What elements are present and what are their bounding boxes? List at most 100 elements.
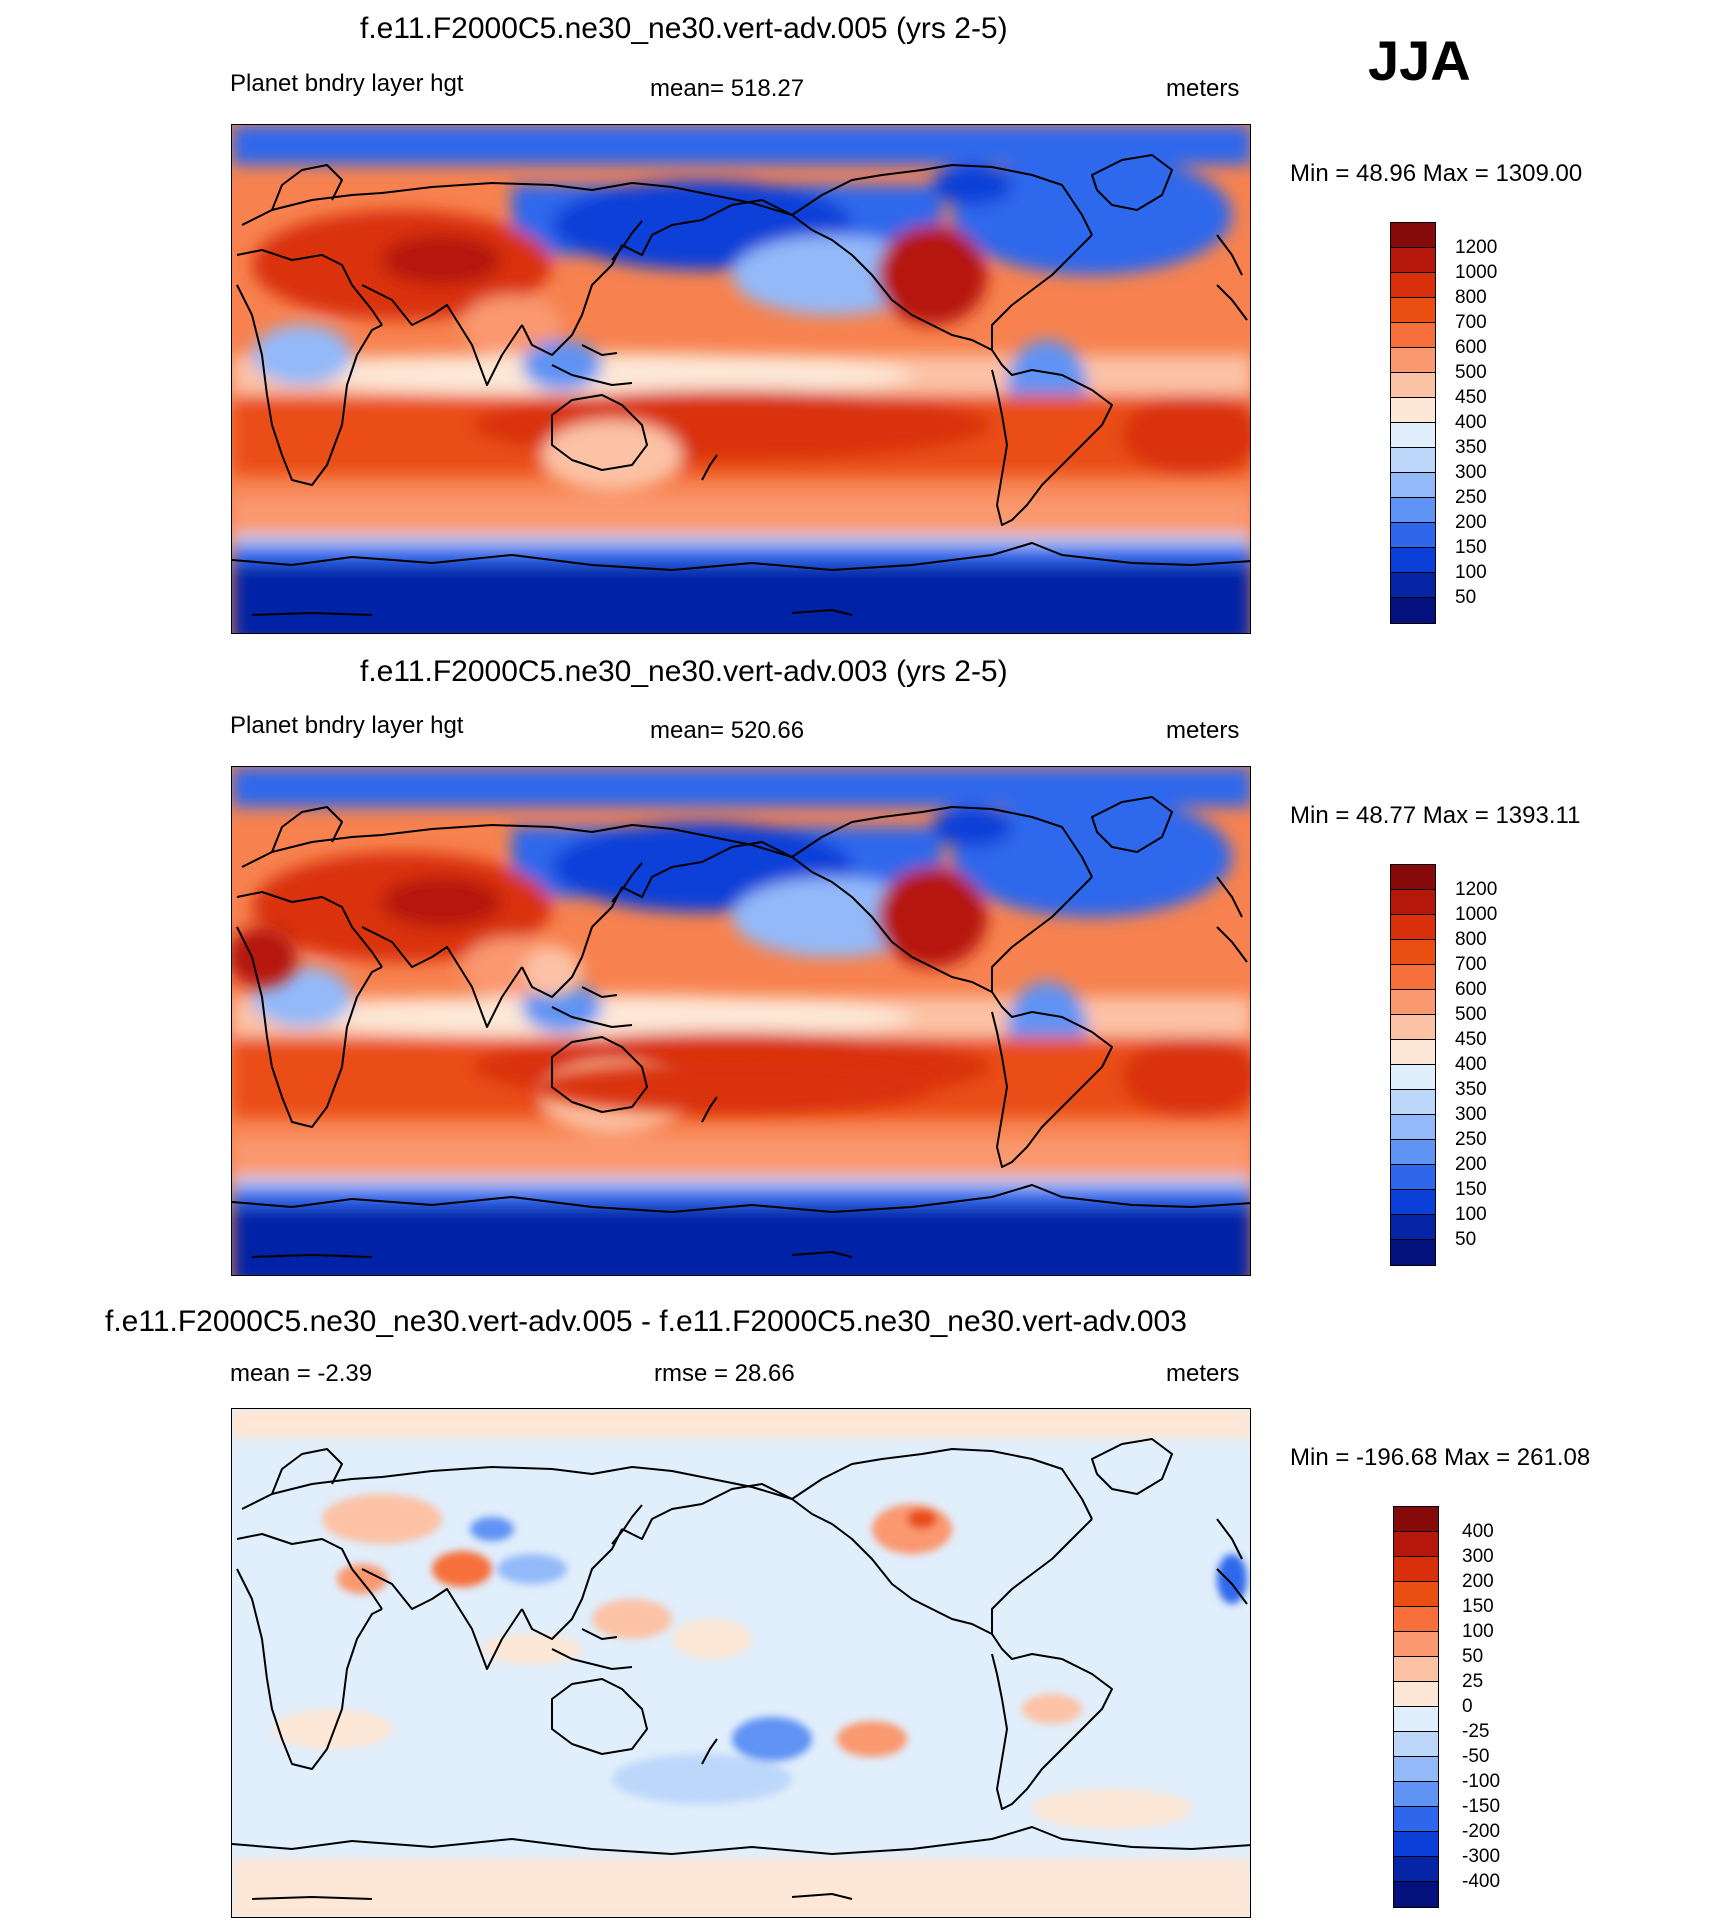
colorbar-segment — [1391, 865, 1435, 890]
colorbar-segment — [1394, 1807, 1438, 1832]
colorbar-tick-label: 0 — [1462, 1696, 1473, 1717]
colorbar-tick-label: -400 — [1462, 1871, 1501, 1892]
colorbar-segment — [1391, 348, 1435, 373]
colorbar-segment — [1391, 223, 1435, 248]
colorbar-segment — [1391, 373, 1435, 398]
panel-3-title: f.e11.F2000C5.ne30_ne30.vert-adv.005 - f… — [105, 1305, 1187, 1338]
colorbar-segment — [1394, 1782, 1438, 1807]
panel-1-mean-label: mean= 518.27 — [650, 75, 805, 102]
colorbar-segment — [1394, 1682, 1438, 1707]
colorbar-tick-label: 200 — [1462, 1571, 1494, 1592]
colorbar-tick-label: 400 — [1455, 412, 1487, 433]
panel-3-map-svg — [232, 1409, 1250, 1918]
colorbar-tick-label: -300 — [1462, 1846, 1501, 1867]
colorbar-tick-label: -25 — [1462, 1721, 1490, 1742]
colorbar-tick-label: 600 — [1455, 979, 1487, 1000]
colorbar-tick-label: 400 — [1462, 1521, 1494, 1542]
colorbar-tick-label: 200 — [1455, 1154, 1487, 1175]
colorbar-tick-label: -50 — [1462, 1746, 1490, 1767]
colorbar-tick-label: 700 — [1455, 312, 1487, 333]
colorbar-segment — [1394, 1707, 1438, 1732]
colorbar-tick-label: 1000 — [1455, 262, 1498, 283]
panel-1-title: f.e11.F2000C5.ne30_ne30.vert-adv.005 (yr… — [360, 12, 1008, 45]
colorbar-tick-label: -200 — [1462, 1821, 1501, 1842]
colorbar-segment — [1394, 1657, 1438, 1682]
colorbar-tick-label: 500 — [1455, 362, 1487, 383]
colorbar-tick-label: 800 — [1455, 287, 1487, 308]
panel-2-minmax: Min = 48.77 Max = 1393.11 — [1290, 802, 1581, 829]
colorbar-segment — [1394, 1582, 1438, 1607]
colorbar-tick-label: 300 — [1455, 462, 1487, 483]
colorbar-segment — [1391, 248, 1435, 273]
panel-2-title: f.e11.F2000C5.ne30_ne30.vert-adv.003 (yr… — [360, 655, 1008, 688]
panel-2-map — [231, 766, 1251, 1276]
colorbar-tick-label: 300 — [1462, 1546, 1494, 1567]
colorbar-segment — [1391, 990, 1435, 1015]
colorbar-segment — [1391, 1040, 1435, 1065]
panel-1-colorbar — [1390, 222, 1436, 624]
colorbar-tick-label: 150 — [1462, 1596, 1494, 1617]
colorbar-segment — [1394, 1857, 1438, 1882]
panel-3-map — [231, 1408, 1251, 1918]
colorbar-tick-label: 700 — [1455, 954, 1487, 975]
colorbar-segment — [1391, 1215, 1435, 1240]
colorbar-segment — [1394, 1557, 1438, 1582]
panel-3-mean-label: mean = -2.39 — [230, 1360, 373, 1387]
colorbar-segment — [1391, 498, 1435, 523]
colorbar-segment — [1394, 1882, 1438, 1907]
colorbar-segment — [1391, 298, 1435, 323]
colorbar-tick-label: 100 — [1462, 1621, 1494, 1642]
colorbar-segment — [1391, 1240, 1435, 1265]
colorbar-tick-label: -150 — [1462, 1796, 1501, 1817]
colorbar-segment — [1391, 598, 1435, 623]
colorbar-tick-label: 350 — [1455, 437, 1487, 458]
colorbar-tick-label: 150 — [1455, 537, 1487, 558]
colorbar-segment — [1391, 523, 1435, 548]
colorbar-tick-label: 400 — [1455, 1054, 1487, 1075]
panel-1-minmax: Min = 48.96 Max = 1309.00 — [1290, 160, 1583, 187]
panel-2-variable-label: Planet bndry layer hgt — [230, 712, 464, 739]
colorbar-tick-label: 350 — [1455, 1079, 1487, 1100]
colorbar-segment — [1391, 1015, 1435, 1040]
panel-2-mean-label: mean= 520.66 — [650, 717, 805, 744]
season-label: JJA — [1368, 29, 1471, 92]
colorbar-tick-label: 50 — [1455, 1229, 1477, 1250]
colorbar-segment — [1391, 398, 1435, 423]
colorbar-segment — [1391, 1065, 1435, 1090]
colorbar-segment — [1391, 1090, 1435, 1115]
colorbar-tick-label: 1000 — [1455, 904, 1498, 925]
colorbar-tick-label: 250 — [1455, 487, 1487, 508]
panel-2-units-label: meters — [1166, 717, 1240, 744]
colorbar-tick-label: 450 — [1455, 1029, 1487, 1050]
panel-1-map-svg — [232, 125, 1250, 634]
colorbar-segment — [1391, 1115, 1435, 1140]
colorbar-segment — [1391, 548, 1435, 573]
colorbar-tick-label: 1200 — [1455, 879, 1498, 900]
colorbar-tick-label: 50 — [1455, 587, 1477, 608]
colorbar-segment — [1394, 1732, 1438, 1757]
colorbar-segment — [1394, 1507, 1438, 1532]
colorbar-tick-label: 200 — [1455, 512, 1487, 533]
colorbar-tick-label: 50 — [1462, 1646, 1484, 1667]
colorbar-tick-label: 100 — [1455, 1204, 1487, 1225]
colorbar-segment — [1394, 1632, 1438, 1657]
colorbar-tick-label: 250 — [1455, 1129, 1487, 1150]
colorbar-tick-label: 150 — [1455, 1179, 1487, 1200]
panel-1-units-label: meters — [1166, 75, 1240, 102]
panel-3-units-label: meters — [1166, 1360, 1240, 1387]
colorbar-segment — [1391, 448, 1435, 473]
colorbar-segment — [1391, 573, 1435, 598]
panel-1-map — [231, 124, 1251, 634]
colorbar-segment — [1391, 423, 1435, 448]
colorbar-segment — [1391, 1165, 1435, 1190]
colorbar-tick-label: 25 — [1462, 1671, 1484, 1692]
panel-2-colorbar — [1390, 864, 1436, 1266]
panel-3-minmax: Min = -196.68 Max = 261.08 — [1290, 1444, 1591, 1471]
colorbar-tick-label: 800 — [1455, 929, 1487, 950]
colorbar-tick-label: 100 — [1455, 562, 1487, 583]
colorbar-segment — [1391, 273, 1435, 298]
colorbar-segment — [1391, 915, 1435, 940]
colorbar-segment — [1391, 323, 1435, 348]
colorbar-tick-label: 500 — [1455, 1004, 1487, 1025]
colorbar-segment — [1391, 1140, 1435, 1165]
